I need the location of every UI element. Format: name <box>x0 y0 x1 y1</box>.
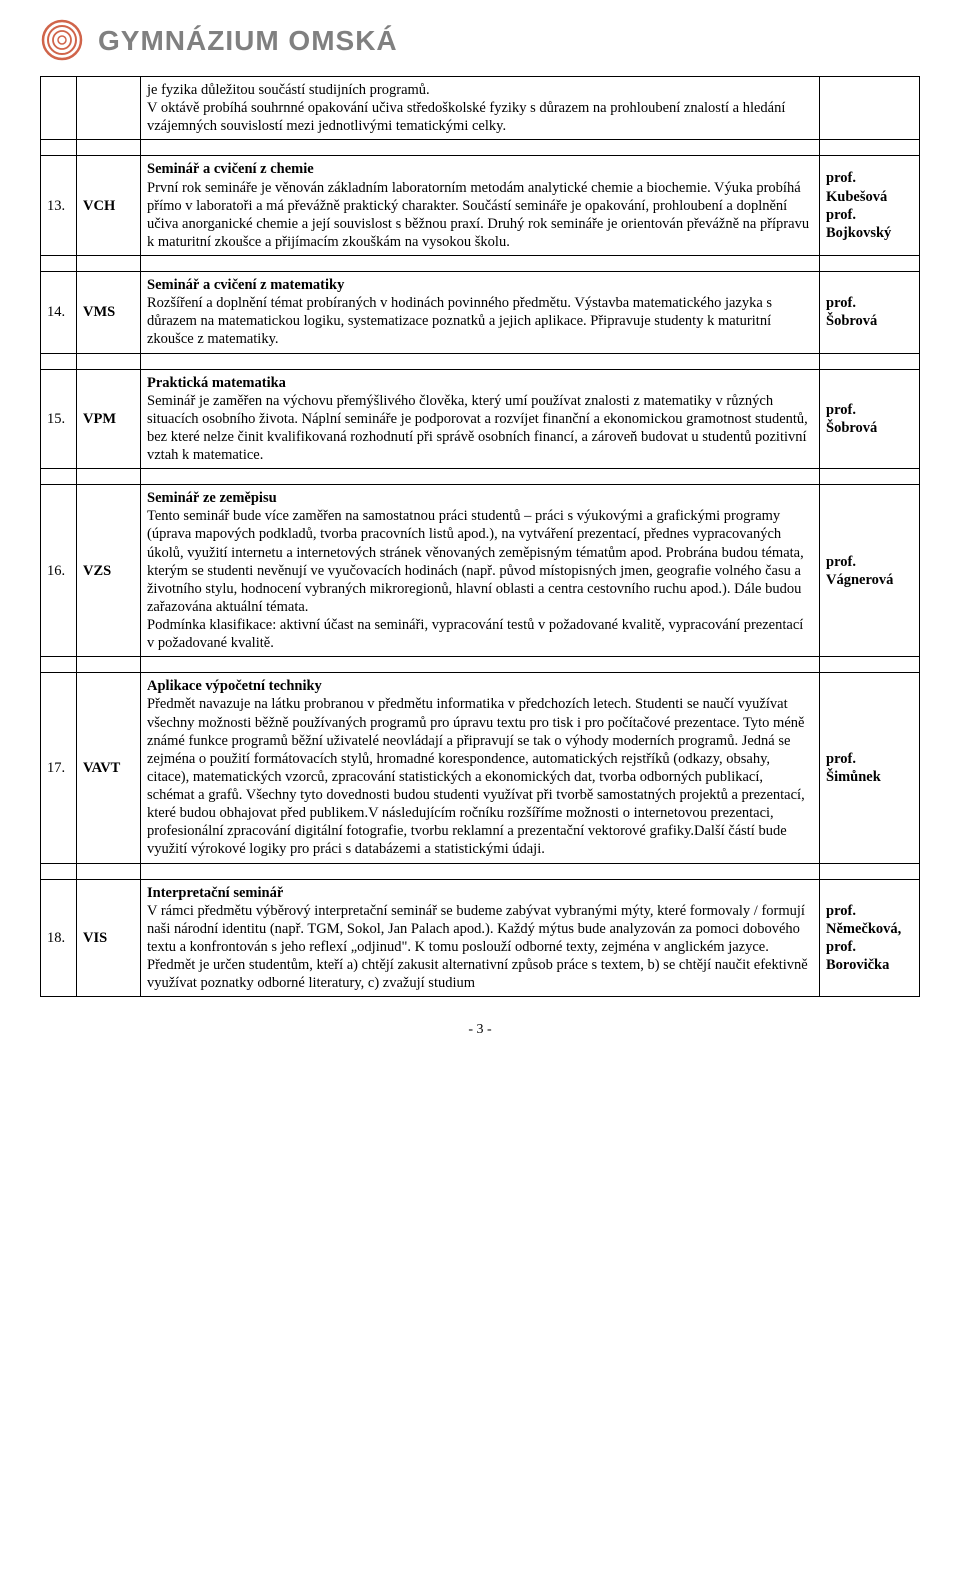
row-description: Seminář a cvičení z matematikyRozšíření … <box>141 272 820 354</box>
seminar-table: je fyzika důležitou součástí studijních … <box>40 76 920 997</box>
table-row: 16.VZSSeminář ze zeměpisuTento seminář b… <box>41 485 920 657</box>
row-code: VPM <box>77 369 141 469</box>
row-index: 18. <box>41 879 77 997</box>
row-code: VCH <box>77 156 141 256</box>
row-teacher: prof.Vágnerová <box>820 485 920 657</box>
row-code: VAVT <box>77 673 141 863</box>
spacer-row <box>41 140 920 156</box>
row-teacher: prof.Němečková,prof.Borovička <box>820 879 920 997</box>
row-code: VMS <box>77 272 141 354</box>
table-row: 17.VAVTAplikace výpočetní technikyPředmě… <box>41 673 920 863</box>
row-index <box>41 77 77 140</box>
row-teacher: prof.Šobrová <box>820 272 920 354</box>
spacer-row <box>41 863 920 879</box>
row-code <box>77 77 141 140</box>
row-teacher <box>820 77 920 140</box>
table-row: 18.VISInterpretační seminářV rámci předm… <box>41 879 920 997</box>
row-description: Interpretační seminářV rámci předmětu vý… <box>141 879 820 997</box>
row-description: je fyzika důležitou součástí studijních … <box>141 77 820 140</box>
row-description: Seminář a cvičení z chemiePrvní rok semi… <box>141 156 820 256</box>
row-teacher: prof.Šimůnek <box>820 673 920 863</box>
table-row: 15.VPMPraktická matematikaSeminář je zam… <box>41 369 920 469</box>
row-code: VZS <box>77 485 141 657</box>
row-description: Seminář ze zeměpisuTento seminář bude ví… <box>141 485 820 657</box>
row-index: 15. <box>41 369 77 469</box>
row-description: Praktická matematikaSeminář je zaměřen n… <box>141 369 820 469</box>
spacer-row <box>41 256 920 272</box>
row-description: Aplikace výpočetní technikyPředmět navaz… <box>141 673 820 863</box>
table-row: je fyzika důležitou součástí studijních … <box>41 77 920 140</box>
row-code: VIS <box>77 879 141 997</box>
spacer-row <box>41 657 920 673</box>
row-teacher: prof.Šobrová <box>820 369 920 469</box>
school-title: GYMNÁZIUM OMSKÁ <box>98 23 398 58</box>
school-logo-icon <box>40 18 84 62</box>
table-row: 14.VMSSeminář a cvičení z matematikyRozš… <box>41 272 920 354</box>
row-index: 16. <box>41 485 77 657</box>
table-row: 13.VCHSeminář a cvičení z chemiePrvní ro… <box>41 156 920 256</box>
page-header: GYMNÁZIUM OMSKÁ <box>40 18 920 62</box>
row-index: 17. <box>41 673 77 863</box>
spacer-row <box>41 469 920 485</box>
page-number: - 3 - <box>40 1021 920 1039</box>
row-teacher: prof.Kubešováprof.Bojkovský <box>820 156 920 256</box>
row-index: 14. <box>41 272 77 354</box>
spacer-row <box>41 353 920 369</box>
row-index: 13. <box>41 156 77 256</box>
